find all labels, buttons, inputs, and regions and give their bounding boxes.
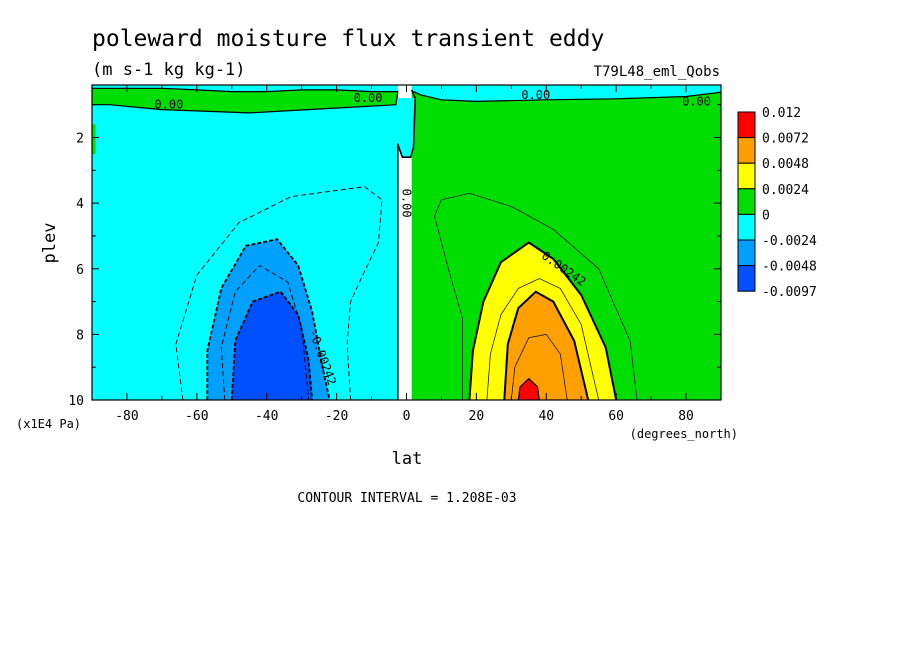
axis-ticks: -80 -60 -40 -20 0 20 40 60 80 2 4 6 8 10: [68, 85, 722, 424]
filled-region-2: [92, 88, 398, 113]
contour-line-2: [413, 91, 721, 103]
contour-line-6: [503, 290, 590, 400]
contour-line-3: [434, 192, 638, 400]
contour-line-9: [175, 186, 383, 400]
x-tick-label: -80: [115, 409, 138, 424]
y-units-label: (x1E4 Pa): [16, 417, 81, 431]
y-axis-label: plev: [40, 223, 60, 264]
y-tick-label: 10: [68, 394, 84, 409]
x-axis-label: lat: [392, 449, 423, 469]
colorbar-level-label: 0.012: [762, 106, 801, 121]
colorbar-level-label: -0.0097: [762, 285, 817, 300]
contour-lines: [92, 87, 721, 400]
contour-line-8: [517, 378, 540, 400]
colorbar-level-label: 0: [762, 208, 770, 223]
filled-region-0: [92, 85, 398, 400]
filled-region-7: [504, 291, 589, 400]
filled-region-3: [92, 124, 96, 154]
chart-title: poleward moisture flux transient eddy: [92, 26, 604, 52]
y-tick-label: 8: [76, 328, 84, 343]
contour-label: 0.00: [400, 189, 414, 218]
contour-line-7: [510, 334, 568, 400]
colorbar-level-label: 0.0048: [762, 157, 809, 172]
colorbar: 0.012 0.0072 0.0048 0.0024 0 -0.0024 -0.0048 -0…: [737, 106, 817, 300]
contour-line-10: [206, 238, 331, 400]
contour-label: 0.00: [521, 88, 550, 102]
contour-line-4: [468, 241, 618, 400]
chart-subtitle: (m s-1 kg kg-1): [92, 60, 246, 80]
contour-label: 0.00: [354, 91, 383, 105]
x-tick-label: -60: [185, 409, 208, 424]
y-tick-label: 6: [76, 263, 84, 278]
colorbar-level-label: -0.0024: [762, 234, 817, 249]
contour-line-0: [396, 89, 417, 400]
colorbar-swatch: [737, 213, 756, 241]
y-tick-label: 4: [76, 197, 84, 212]
filled-regions: [92, 85, 721, 400]
dataset-label: T79L48_eml_Qobs: [594, 64, 720, 80]
contour-line-12: [230, 290, 313, 400]
colorbar-swatch: [737, 239, 756, 267]
colorbar-swatch: [737, 188, 756, 215]
x-tick-label: 60: [608, 409, 624, 424]
x-tick-label: 20: [469, 409, 485, 424]
colorbar-level-label: 0.0024: [762, 183, 809, 198]
colorbar-swatch: [737, 265, 756, 292]
contour-line-1: [92, 87, 399, 114]
contour-line-5: [486, 278, 600, 400]
colorbar-swatch: [737, 162, 756, 190]
x-tick-label: -20: [325, 409, 348, 424]
y-tick-label: 2: [76, 132, 84, 147]
contour-label: 0.00: [154, 98, 183, 112]
colorbar-swatch: [737, 137, 756, 164]
x-tick-label: 0: [403, 409, 411, 424]
colorbar-swatch: [737, 111, 756, 139]
colorbar-level-label: 0.0072: [762, 132, 809, 147]
contour-label: 0.00: [682, 94, 711, 108]
x-tick-label: 40: [538, 409, 554, 424]
filled-region-5: [397, 98, 416, 158]
x-tick-label: 80: [678, 409, 694, 424]
contour-interval-note: CONTOUR INTERVAL = 1.208E-03: [297, 491, 516, 506]
x-tick-label: -40: [255, 409, 278, 424]
x-units-label: (degrees_north): [630, 427, 738, 441]
colorbar-level-label: -0.0048: [762, 260, 817, 275]
filled-region-10: [231, 291, 313, 400]
